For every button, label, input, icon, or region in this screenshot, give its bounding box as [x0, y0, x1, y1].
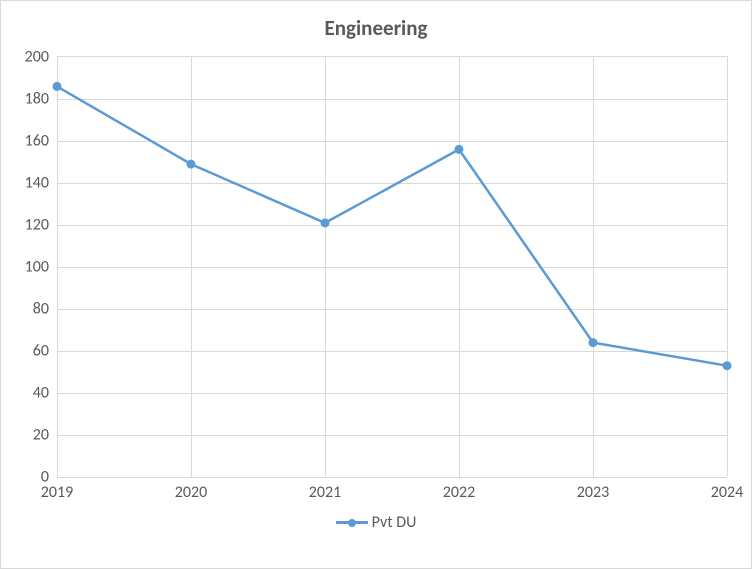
- series-marker: [455, 145, 463, 153]
- chart-container: Engineering 0204060801001201401601802002…: [0, 0, 752, 569]
- y-tick-label: 40: [33, 384, 57, 403]
- y-tick-label: 100: [25, 258, 57, 277]
- series-marker: [321, 219, 329, 227]
- x-tick-label: 2022: [443, 477, 475, 502]
- legend-marker-icon: [348, 519, 356, 527]
- series-marker: [723, 362, 731, 370]
- chart-title: Engineering: [1, 15, 751, 41]
- legend-label: Pvt DU: [372, 513, 417, 532]
- y-tick-label: 140: [25, 174, 57, 193]
- x-tick-label: 2023: [577, 477, 609, 502]
- y-tick-label: 60: [33, 342, 57, 361]
- x-tick-label: 2020: [175, 477, 207, 502]
- plot-area: 0204060801001201401601802002019202020212…: [57, 56, 728, 477]
- y-tick-label: 120: [25, 216, 57, 235]
- legend: Pvt DU: [1, 513, 751, 532]
- x-tick-label: 2024: [711, 477, 743, 502]
- series-marker: [53, 82, 61, 90]
- x-tick-label: 2021: [309, 477, 341, 502]
- series-marker: [187, 160, 195, 168]
- y-tick-label: 20: [33, 426, 57, 445]
- series-marker: [589, 339, 597, 347]
- y-tick-label: 200: [25, 48, 57, 67]
- x-tick-label: 2019: [41, 477, 73, 502]
- y-tick-label: 80: [33, 300, 57, 319]
- legend-item: Pvt DU: [336, 513, 417, 532]
- y-tick-label: 160: [25, 132, 57, 151]
- legend-line-icon: [336, 521, 368, 524]
- y-tick-label: 180: [25, 90, 57, 109]
- series-line: [57, 86, 727, 365]
- series-layer: [57, 57, 727, 477]
- x-axis-line: [57, 477, 727, 478]
